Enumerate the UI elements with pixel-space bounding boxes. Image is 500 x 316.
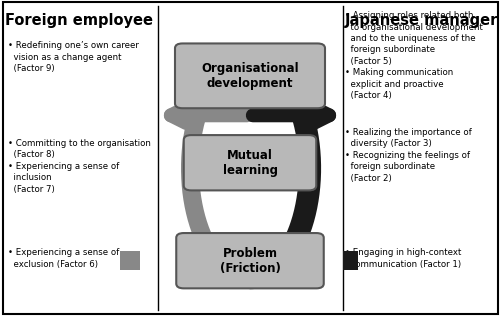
FancyBboxPatch shape bbox=[176, 233, 324, 288]
Text: • Redefining one’s own career
  vision as a change agent
  (Factor 9): • Redefining one’s own career vision as … bbox=[8, 41, 138, 73]
Text: Mutual
learning: Mutual learning bbox=[222, 149, 278, 177]
Text: Organisational
development: Organisational development bbox=[201, 62, 299, 90]
FancyBboxPatch shape bbox=[120, 251, 140, 270]
FancyBboxPatch shape bbox=[342, 251, 357, 270]
Text: • Committing to the organisation
  (Factor 8)
• Experiencing a sense of
  inclus: • Committing to the organisation (Factor… bbox=[8, 139, 150, 194]
Text: Foreign employee: Foreign employee bbox=[5, 13, 153, 27]
FancyBboxPatch shape bbox=[184, 135, 316, 190]
Text: • Realizing the importance of
  diversity (Factor 3)
• Recognizing the feelings : • Realizing the importance of diversity … bbox=[345, 128, 472, 183]
Text: • Assigning roles related both
  to organisational development
  and to the uniq: • Assigning roles related both to organi… bbox=[345, 11, 483, 100]
Text: • Experiencing a sense of
  exclusion (Factor 6): • Experiencing a sense of exclusion (Fac… bbox=[8, 248, 119, 269]
FancyBboxPatch shape bbox=[2, 2, 498, 314]
FancyBboxPatch shape bbox=[175, 44, 325, 108]
Text: Japanese manager: Japanese manager bbox=[344, 13, 498, 27]
Text: Problem
(Friction): Problem (Friction) bbox=[220, 247, 280, 275]
Text: • Engaging in high-context
  communication (Factor 1): • Engaging in high-context communication… bbox=[345, 248, 462, 269]
